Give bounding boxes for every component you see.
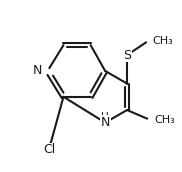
Text: Cl: Cl (43, 143, 55, 156)
Text: CH₃: CH₃ (153, 35, 174, 46)
Text: H: H (101, 112, 109, 122)
Text: N: N (33, 64, 42, 77)
Text: N: N (100, 116, 110, 129)
Text: S: S (123, 49, 131, 62)
Text: CH₃: CH₃ (154, 115, 175, 125)
